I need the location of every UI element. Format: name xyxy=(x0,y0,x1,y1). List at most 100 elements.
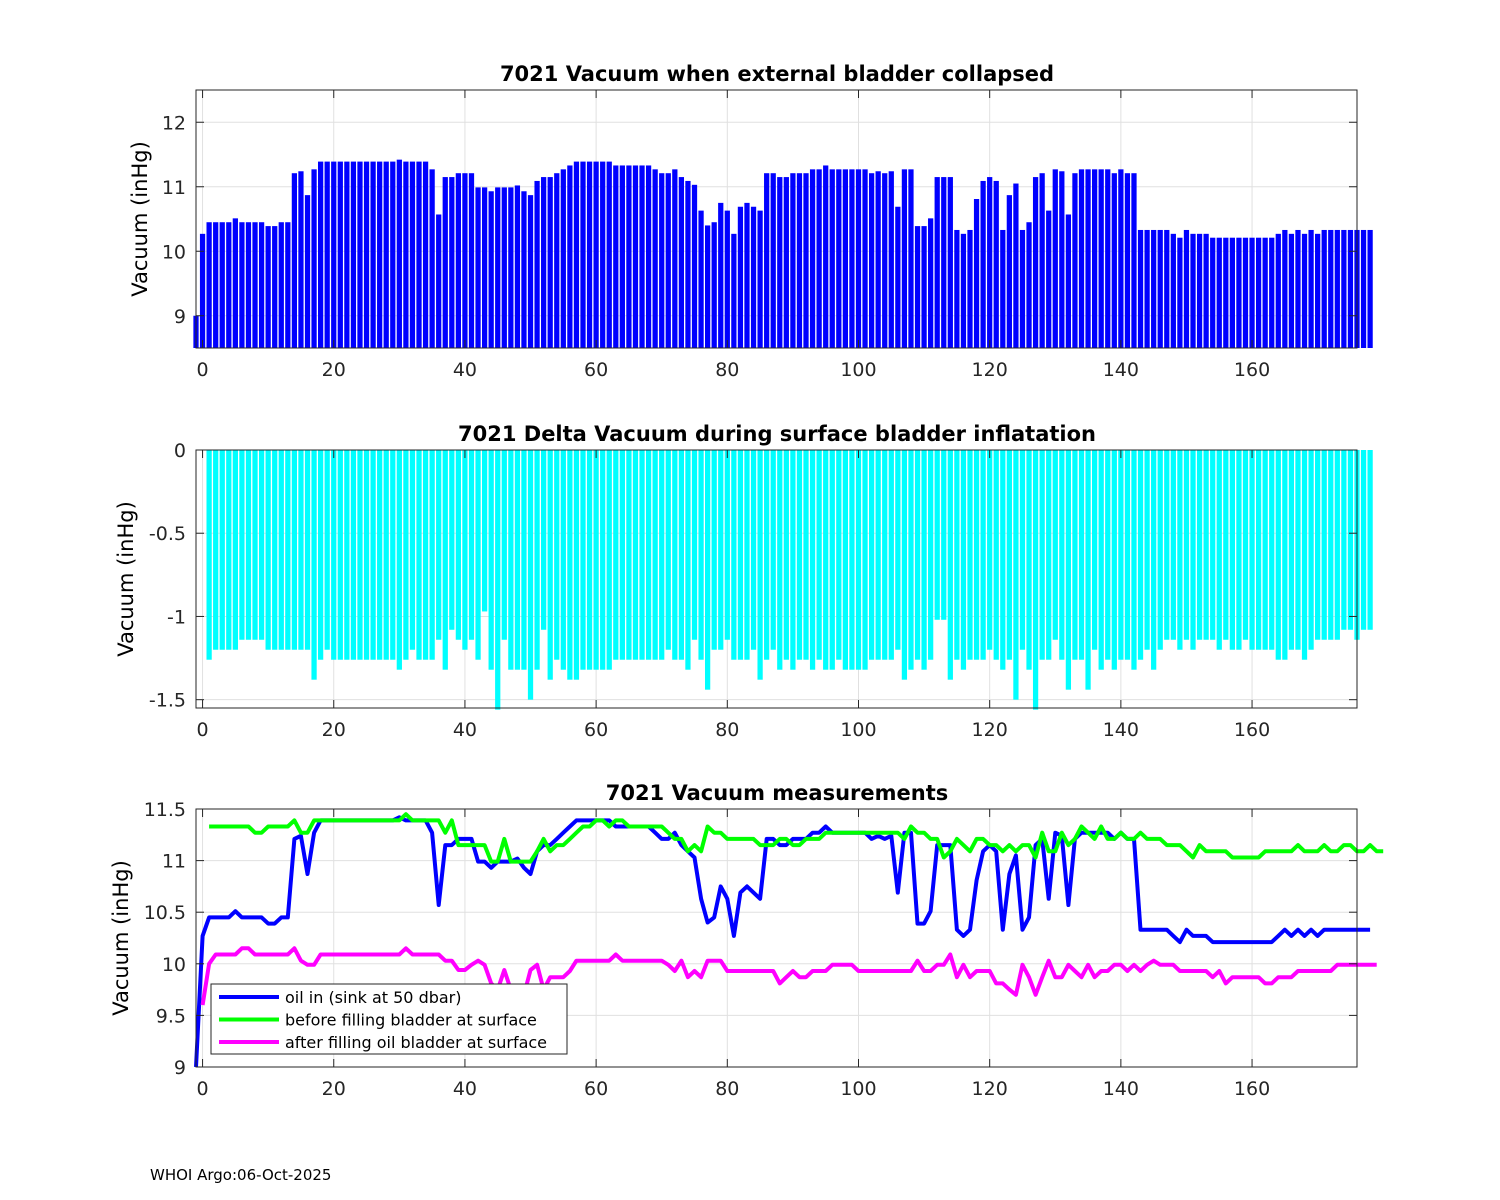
bar xyxy=(1026,222,1032,348)
bar xyxy=(1367,229,1373,348)
bar xyxy=(468,450,475,640)
bar xyxy=(1065,214,1072,348)
bar xyxy=(1157,229,1163,348)
bar xyxy=(1308,450,1314,650)
bar xyxy=(862,169,868,348)
bar xyxy=(541,177,547,348)
bar xyxy=(1321,450,1327,640)
bar xyxy=(1000,229,1006,348)
x-tick-label: 0 xyxy=(197,1078,209,1100)
bar xyxy=(272,226,278,348)
bar xyxy=(481,187,488,348)
bar xyxy=(560,450,566,670)
x-tick-label: 60 xyxy=(584,1078,608,1100)
bar xyxy=(298,450,304,650)
legend-label: before filling bladder at surface xyxy=(285,1011,537,1030)
bar xyxy=(1144,450,1150,650)
bar xyxy=(1282,450,1288,660)
bar xyxy=(737,450,744,660)
x-tick-label: 160 xyxy=(1234,719,1270,741)
y-tick-label: 10 xyxy=(162,241,186,263)
plot-area xyxy=(196,450,1357,708)
bar xyxy=(455,450,461,640)
bar xyxy=(757,450,763,680)
bar xyxy=(390,161,396,348)
bar xyxy=(790,173,796,348)
bar xyxy=(750,206,757,348)
bar xyxy=(495,187,501,348)
plot-area xyxy=(196,90,1357,348)
bar xyxy=(672,169,678,348)
bar xyxy=(580,161,586,348)
bar xyxy=(731,233,737,348)
bar xyxy=(875,450,881,660)
bar xyxy=(1078,450,1085,660)
bar xyxy=(1347,450,1354,630)
bar xyxy=(357,161,363,348)
bar xyxy=(1111,450,1117,670)
bar xyxy=(606,161,612,348)
bar xyxy=(757,210,763,348)
bar xyxy=(600,161,606,348)
bar xyxy=(586,161,593,348)
bar xyxy=(429,450,435,660)
legend: oil in (sink at 50 dbar) before filling b… xyxy=(210,983,568,1055)
bar xyxy=(842,169,848,348)
bar xyxy=(836,450,842,660)
bar xyxy=(987,450,993,650)
bar xyxy=(219,222,225,348)
bar xyxy=(1282,229,1288,348)
bar xyxy=(659,173,665,348)
bar xyxy=(829,169,835,348)
bar xyxy=(350,450,357,660)
bar xyxy=(1334,450,1340,640)
bar xyxy=(973,450,980,660)
bar xyxy=(1196,450,1203,640)
bar xyxy=(1262,237,1268,348)
bar xyxy=(1242,237,1249,348)
bar xyxy=(868,173,875,348)
bar xyxy=(442,177,448,348)
bar xyxy=(711,222,717,348)
bar xyxy=(980,450,986,660)
chart-title: 7021 Vacuum when external bladder collap… xyxy=(500,62,1054,86)
bar xyxy=(1223,237,1229,348)
bar xyxy=(554,450,560,660)
bar xyxy=(1190,233,1196,348)
bar xyxy=(1295,450,1301,650)
bar xyxy=(1157,450,1163,650)
bar xyxy=(1242,450,1249,640)
bar xyxy=(705,450,711,690)
bar xyxy=(1019,450,1026,650)
bar xyxy=(796,173,803,348)
x-tick-label: 60 xyxy=(584,719,608,741)
bar xyxy=(462,450,468,650)
bar xyxy=(770,173,776,348)
bar xyxy=(1164,450,1170,640)
bar xyxy=(888,450,894,660)
bar xyxy=(836,169,842,348)
x-tick-label: 120 xyxy=(972,719,1008,741)
bar xyxy=(993,450,999,660)
bar xyxy=(258,222,265,348)
x-tick-label: 100 xyxy=(840,719,876,741)
bar xyxy=(744,450,750,660)
y-tick-label: -0.5 xyxy=(149,523,186,545)
bar xyxy=(1328,229,1334,348)
bar xyxy=(265,450,271,650)
y-tick-label: 9.5 xyxy=(156,1005,186,1027)
bar xyxy=(691,450,698,640)
bar xyxy=(1098,169,1104,348)
bar xyxy=(265,226,271,348)
y-tick-label: 10.5 xyxy=(144,902,186,924)
x-tick-label: 140 xyxy=(1103,1078,1139,1100)
bar xyxy=(534,180,540,348)
bar xyxy=(1046,450,1052,660)
y-tick-label: 11 xyxy=(162,851,186,873)
x-tick-label: 140 xyxy=(1103,359,1139,381)
bar xyxy=(573,450,580,680)
bar xyxy=(777,450,783,670)
bar xyxy=(967,450,973,660)
bar xyxy=(1137,229,1144,348)
bar xyxy=(1092,450,1098,650)
